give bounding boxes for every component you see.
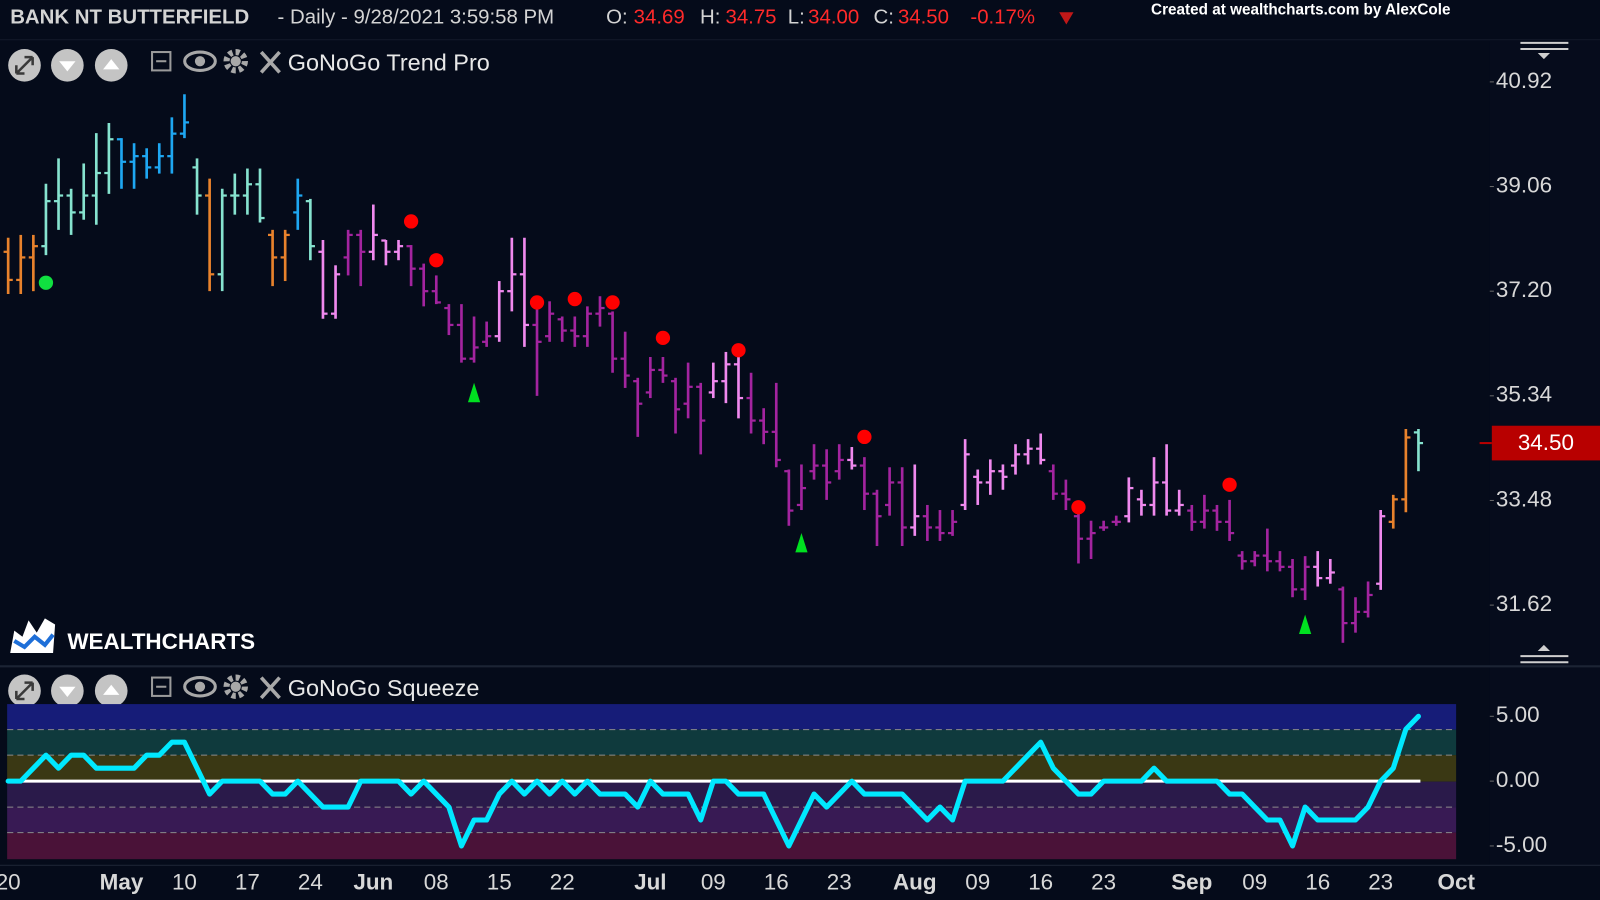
down-signal <box>529 295 545 310</box>
credit: Created at wealthcharts.com by AlexCole <box>1151 1 1451 18</box>
interval: - Daily - 9/28/2021 3:59:58 PM <box>278 7 555 29</box>
x-tick-label: Jun <box>353 870 393 895</box>
y-tick-label: 0.00 <box>1496 767 1540 792</box>
y-tick-label: 39.06 <box>1496 172 1552 197</box>
axis-menu[interactable] <box>1520 41 1569 664</box>
zone <box>7 704 1457 730</box>
down-arrow <box>1059 12 1074 25</box>
down-signal <box>403 214 419 229</box>
last-price-tag <box>1491 425 1600 461</box>
down-icon <box>59 61 76 72</box>
x-tick-label: May <box>100 870 144 895</box>
remove-button[interactable] <box>259 676 281 700</box>
down-signal <box>857 429 872 445</box>
close-label: C: <box>873 7 893 29</box>
remove-button[interactable] <box>259 50 281 74</box>
high-value: 34.75 <box>726 7 777 29</box>
x-tick-label: 10 <box>172 870 197 895</box>
settings-button[interactable] <box>223 674 248 699</box>
gear-center <box>230 56 241 67</box>
last-price-label: 34.50 <box>1518 430 1574 455</box>
x-tick-label: 23 <box>1368 870 1393 895</box>
x-tick-label: 24 <box>298 870 323 895</box>
x-tick-label: Sep <box>1171 870 1212 895</box>
up-signal <box>1299 614 1312 634</box>
indicator-title: GoNoGo Squeeze <box>288 675 480 701</box>
zone <box>7 729 1457 756</box>
logo-stroke <box>13 633 55 650</box>
symbol: BANK NT BUTTERFIELD <box>10 7 249 29</box>
low-label: L: <box>788 7 805 29</box>
toolbar <box>8 674 281 708</box>
x-tick-label: 08 <box>424 870 449 895</box>
eye-pupil <box>194 56 206 67</box>
down-signal <box>731 343 746 358</box>
resize-icon <box>15 55 34 75</box>
x-tick-label: Aug <box>893 870 937 895</box>
x-tick-label: Jul <box>634 870 666 895</box>
y-tick-label: -5.00 <box>1496 832 1547 857</box>
up-icon <box>103 59 120 70</box>
x-tick-label: 16 <box>1028 870 1053 895</box>
x-tick-label: 23 <box>827 870 852 895</box>
open-value: 34.69 <box>634 7 685 29</box>
close-value: 34.50 <box>898 7 949 29</box>
x-tick-label: 09 <box>1242 870 1267 895</box>
resize-icon <box>15 681 34 701</box>
change-value: -0.17% <box>970 7 1035 29</box>
x-tick-label: Oct <box>1438 870 1476 895</box>
x-tick-label: 15 <box>487 870 512 895</box>
visibility-button[interactable] <box>183 50 217 72</box>
menu-arrow <box>1537 644 1550 652</box>
y-tick-label: 31.62 <box>1496 591 1552 616</box>
price-bars <box>3 94 1424 643</box>
x-tick-label: 16 <box>764 870 789 895</box>
x-tick-label: 22 <box>550 870 575 895</box>
go-signal <box>38 275 54 290</box>
up-signal <box>795 533 808 553</box>
squeeze-line <box>5 713 1421 849</box>
x-tick-label: 16 <box>1305 870 1330 895</box>
zone <box>7 832 1457 860</box>
y-tick-label: 40.92 <box>1496 68 1552 93</box>
collapse-button[interactable] <box>151 51 172 72</box>
down-signal <box>605 295 620 310</box>
gear-center <box>230 681 241 692</box>
y-tick-label: 33.48 <box>1496 486 1552 511</box>
low-value: 34.00 <box>808 7 859 29</box>
x-tick-label: 23 <box>1091 870 1116 895</box>
logo-text: WEALTHCHARTS <box>67 629 255 654</box>
up-signal <box>467 382 481 403</box>
open-label: O: <box>606 7 628 29</box>
x-tick-label: 20 <box>0 870 21 895</box>
collapse-button[interactable] <box>151 676 172 697</box>
y-tick-label: 5.00 <box>1496 702 1540 727</box>
eye-pupil <box>194 681 206 692</box>
indicator-title: GoNoGo Trend Pro <box>288 49 490 75</box>
x-tick-label: 17 <box>235 870 260 895</box>
toolbar: GoNoGo Trend Pro <box>8 48 490 82</box>
down-signal <box>1071 500 1086 515</box>
zone <box>7 807 1457 833</box>
y-tick-label: 35.34 <box>1496 382 1552 407</box>
settings-button[interactable] <box>223 48 248 74</box>
down-signal <box>567 291 582 307</box>
visibility-button[interactable] <box>183 676 217 698</box>
down-signal <box>655 330 671 346</box>
header: BANK NT BUTTERFIELD - Daily - 9/28/2021 … <box>10 7 1035 29</box>
x-tick-label: 09 <box>965 870 990 895</box>
x-tick-label: 09 <box>701 870 726 895</box>
logo: WEALTHCHARTS <box>10 618 255 654</box>
zone <box>7 755 1457 782</box>
menu-arrow <box>1537 53 1550 60</box>
down-icon <box>59 686 76 697</box>
up-icon <box>103 684 120 695</box>
down-signal <box>429 253 444 268</box>
high-label: H: <box>700 7 720 29</box>
down-signal <box>1222 477 1237 492</box>
y-tick-label: 37.20 <box>1496 277 1552 302</box>
